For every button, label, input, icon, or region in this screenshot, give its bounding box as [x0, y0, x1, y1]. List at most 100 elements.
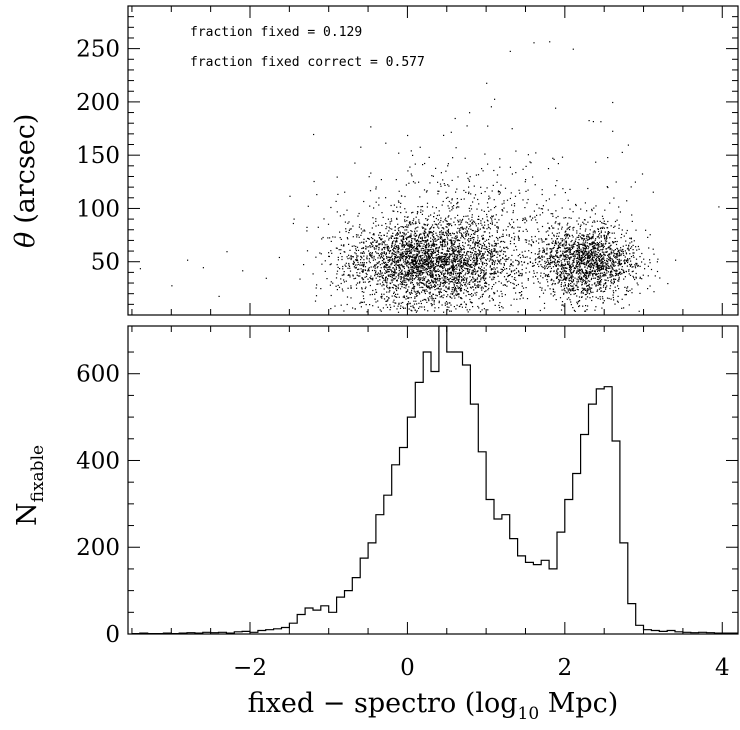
scatter-point: [606, 237, 608, 239]
scatter-point: [440, 291, 442, 293]
scatter-point: [391, 228, 393, 230]
scatter-point: [417, 259, 419, 261]
scatter-point: [627, 261, 629, 264]
scatter-point: [600, 281, 602, 283]
scatter-point: [469, 245, 472, 247]
scatter-point: [445, 285, 447, 288]
scatter-point: [497, 260, 499, 262]
scatter-point: [435, 259, 437, 261]
scatter-point: [567, 227, 569, 229]
scatter-point: [541, 193, 543, 196]
scatter-point: [601, 249, 603, 251]
scatter-point: [568, 247, 570, 249]
scatter-point: [584, 280, 586, 282]
scatter-point: [633, 277, 635, 279]
scatter-point: [578, 244, 580, 246]
scatter-point: [563, 285, 565, 287]
scatter-point: [605, 275, 607, 277]
scatter-point: [419, 251, 421, 253]
scatter-point: [598, 234, 600, 236]
scatter-point: [472, 276, 474, 278]
scatter-point: [473, 257, 475, 260]
scatter-point: [444, 261, 446, 263]
scatter-point: [425, 258, 427, 260]
scatter-point: [557, 247, 559, 250]
scatter-point: [594, 232, 596, 234]
scatter-point: [595, 257, 598, 259]
scatter-point: [522, 254, 524, 256]
scatter-point: [423, 259, 425, 262]
scatter-point: [603, 283, 605, 285]
scatter-point: [417, 263, 420, 265]
scatter-point: [541, 289, 543, 291]
scatter-point: [378, 234, 380, 236]
scatter-point: [524, 256, 526, 258]
scatter-point: [440, 272, 443, 274]
scatter-point: [431, 262, 433, 264]
scatter-point: [592, 267, 595, 269]
scatter-point: [461, 255, 463, 257]
scatter-point: [448, 257, 450, 259]
scatter-point: [587, 234, 589, 236]
scatter-point: [432, 260, 435, 262]
scatter-point: [463, 289, 466, 291]
scatter-point: [393, 261, 395, 263]
scatter-point: [403, 267, 405, 270]
scatter-point: [564, 235, 566, 237]
scatter-point: [423, 279, 425, 281]
scatter-point: [589, 269, 591, 271]
scatter-point: [411, 222, 413, 224]
scatter-point: [411, 259, 413, 261]
scatter-point: [451, 254, 453, 256]
scatter-point: [606, 272, 608, 274]
scatter-point: [424, 244, 426, 247]
scatter-point: [545, 265, 547, 267]
scatter-point: [567, 263, 569, 265]
scatter-point: [365, 240, 367, 242]
scatter-point: [572, 254, 574, 256]
scatter-point: [542, 205, 544, 207]
scatter-point: [431, 274, 433, 276]
scatter-point: [407, 289, 409, 291]
scatter-point: [475, 280, 477, 282]
scatter-point: [572, 247, 574, 250]
scatter-point: [425, 264, 427, 266]
scatter-point: [581, 254, 583, 257]
scatter-point: [416, 264, 418, 266]
scatter-point: [635, 272, 637, 275]
scatter-point: [509, 240, 512, 242]
scatter-point: [449, 272, 451, 274]
scatter-point: [570, 217, 572, 219]
scatter-point: [465, 295, 467, 297]
scatter-point: [426, 252, 428, 254]
scatter-point: [612, 242, 614, 244]
scatter-point: [558, 261, 560, 263]
scatter-point: [504, 284, 506, 286]
scatter-point: [564, 290, 566, 292]
scatter-point: [543, 272, 545, 275]
scatter-point: [582, 289, 584, 292]
scatter-point: [539, 282, 541, 284]
scatter-point: [354, 267, 356, 269]
scatter-point: [476, 230, 478, 233]
scatter-point: [625, 252, 627, 254]
scatter-point: [618, 268, 620, 270]
scatter-point: [582, 279, 584, 281]
scatter-point: [410, 281, 412, 283]
scatter-point: [461, 269, 463, 271]
scatter-point: [593, 248, 595, 250]
scatter-point: [412, 246, 414, 248]
scatter-point: [348, 229, 350, 231]
scatter-point: [483, 275, 485, 277]
scatter-point: [440, 281, 442, 283]
scatter-point: [421, 265, 423, 267]
scatter-point: [586, 267, 588, 269]
scatter-point: [330, 308, 332, 310]
scatter-point: [575, 238, 577, 240]
scatter-point: [456, 232, 458, 234]
scatter-point: [448, 222, 450, 225]
scatter-point: [329, 237, 331, 239]
scatter-point: [610, 271, 612, 273]
scatter-point: [391, 244, 393, 247]
scatter-point: [584, 274, 586, 276]
